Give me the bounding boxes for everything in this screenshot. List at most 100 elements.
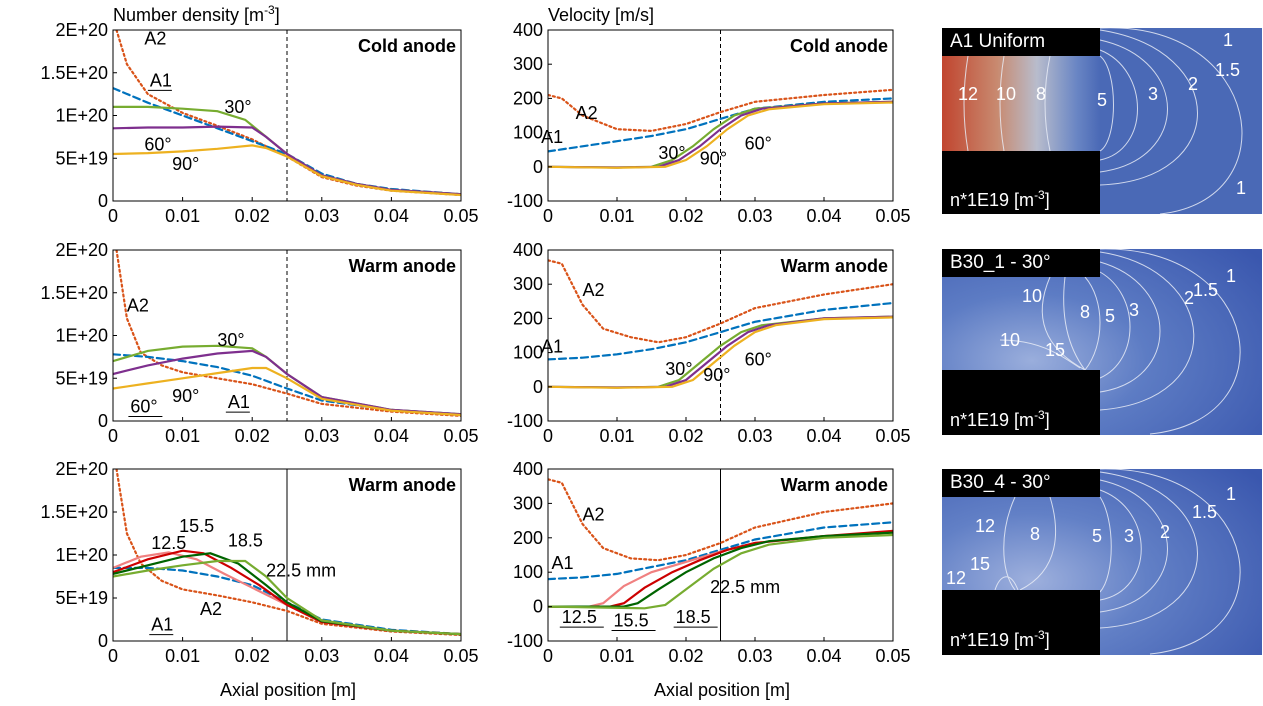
- y-tick-label: 0: [533, 377, 543, 397]
- contour-line: [1099, 479, 1168, 613]
- y-tick-label: 400: [513, 459, 543, 479]
- y-tick-label: 1E+20: [55, 545, 108, 565]
- contour-line: [963, 55, 969, 152]
- y-tick-label: 400: [513, 240, 543, 260]
- series-annotation: A1: [551, 553, 573, 573]
- series-line-185: [548, 531, 893, 608]
- x-tick-label: 0.03: [304, 206, 339, 226]
- plot-frame: [547, 468, 894, 642]
- series-annotation: 90°: [703, 365, 730, 385]
- y-tick-label: 2E+20: [55, 240, 108, 260]
- x-tick-label: 0.03: [304, 646, 339, 666]
- series-annotation: 22.5 mm: [266, 561, 336, 581]
- x-tick-label: 0.01: [165, 426, 200, 446]
- series-annotation: A2: [127, 296, 149, 316]
- contour-line: [1099, 251, 1195, 411]
- density-map-a1-uniform: [942, 28, 1262, 214]
- series-annotation: A2: [583, 505, 605, 525]
- contour-line: [1100, 469, 1241, 655]
- contour-line: [994, 576, 1019, 591]
- series-annotation: 30°: [665, 359, 692, 379]
- contour-line: [1063, 276, 1086, 371]
- contour-line: [1100, 28, 1243, 214]
- x-tick-label: 0: [543, 646, 553, 666]
- x-tick-label: 0.01: [599, 206, 634, 226]
- y-tick-label: 100: [513, 343, 543, 363]
- y-tick-label: 1.5E+20: [40, 502, 108, 522]
- contour-line: [1084, 276, 1101, 371]
- contour-label: 10: [1022, 286, 1042, 306]
- panel-title: Warm anode: [781, 256, 888, 276]
- map-channel: [942, 56, 1100, 151]
- series-annotation: 30°: [224, 97, 251, 117]
- middle-column-header: Velocity [m/s]: [548, 5, 654, 25]
- chart-panel-2: 0 0.01 0.02 0.03 0.04 0.05-1000100200300400Co…: [507, 20, 911, 226]
- density-map-b30-1: [942, 249, 1262, 435]
- y-tick-label: 0: [98, 411, 108, 431]
- series-annotation: A1: [228, 392, 250, 412]
- y-tick-label: 0: [533, 157, 543, 177]
- x-tick-label: 0.02: [235, 646, 270, 666]
- series-line-A1: [548, 521, 893, 581]
- series-line-A2: [548, 88, 893, 133]
- chart-panel-1: 0 0.01 0.02 0.03 0.04 0.05 0 5E+19 1E+20 1.5E+20 2…: [40, 20, 478, 226]
- x-tick-label: 0.04: [374, 646, 409, 666]
- contour-line: [1003, 496, 1016, 591]
- series-annotation: 60°: [130, 396, 157, 416]
- contour-label: 1.5: [1192, 502, 1217, 522]
- series-annotation: 12.5: [151, 533, 186, 553]
- series-annotation: A1: [541, 337, 563, 357]
- series-line-A2: [548, 478, 893, 562]
- contour-line: [1099, 489, 1142, 601]
- x-tick-label: 0.02: [235, 206, 270, 226]
- contour-label: 3: [1129, 300, 1139, 320]
- series-annotation: 60°: [745, 134, 772, 154]
- contour-label: 1.5: [1215, 60, 1240, 80]
- x-tick-label: 0: [543, 206, 553, 226]
- x-tick-label: 0.03: [737, 206, 772, 226]
- contour-label: 15: [1045, 340, 1065, 360]
- panel-title: Warm anode: [781, 475, 888, 495]
- y-tick-label: 5E+19: [55, 368, 108, 388]
- contour-label: 1.5: [1193, 280, 1218, 300]
- contour-line: [1099, 496, 1112, 593]
- y-tick-label: 5E+19: [55, 588, 108, 608]
- x-tick-label: 0.04: [374, 426, 409, 446]
- x-tick-label: 0.02: [668, 206, 703, 226]
- x-tick-label: 0: [108, 206, 118, 226]
- y-tick-label: 200: [513, 528, 543, 548]
- x-tick-label: 0.03: [304, 426, 339, 446]
- series-annotation: 15.5: [614, 611, 649, 631]
- series-annotation: A2: [583, 280, 605, 300]
- panel-title: Warm anode: [349, 256, 456, 276]
- contour-line: [1044, 55, 1051, 152]
- chart-panel-3: 0 0.01 0.02 0.03 0.04 0.05 0 5E+19 1E+20 1.5E+20 2…: [40, 240, 478, 446]
- contour-label: 2: [1188, 74, 1198, 94]
- contour-line: [1041, 276, 1086, 371]
- density-map-b30-4: [942, 469, 1262, 655]
- series-annotation: 22.5 mm: [710, 577, 780, 597]
- series-annotation: A2: [144, 29, 166, 49]
- series-line-A2: [548, 259, 893, 344]
- chart-panels: 0 0.01 0.02 0.03 0.04 0.05 0 5E+19 1E+20 1.5E+20 2…: [40, 20, 910, 666]
- y-tick-label: -100: [507, 411, 543, 431]
- contour-label: 8: [1080, 302, 1090, 322]
- x-tick-label: 0.04: [374, 206, 409, 226]
- contour-line: [1019, 496, 1056, 591]
- series-line-A1: [548, 301, 893, 361]
- panel-title: Warm anode: [349, 475, 456, 495]
- x-tick-label: 0.05: [443, 206, 478, 226]
- y-tick-label: 0: [98, 631, 108, 651]
- electrode-bottom: [942, 370, 1100, 435]
- x-axis-label-left: Axial position [m]: [220, 680, 356, 700]
- series-line-225: [113, 559, 461, 636]
- x-tick-label: 0.03: [737, 646, 772, 666]
- series-line-A1: [548, 97, 893, 153]
- contour-label: 2: [1184, 288, 1194, 308]
- y-tick-label: 5E+19: [55, 148, 108, 168]
- electrode-bottom: [942, 151, 1100, 214]
- y-tick-label: 300: [513, 54, 543, 74]
- x-tick-label: 0.03: [737, 426, 772, 446]
- left-column-header: Number density [m-3]: [113, 3, 280, 25]
